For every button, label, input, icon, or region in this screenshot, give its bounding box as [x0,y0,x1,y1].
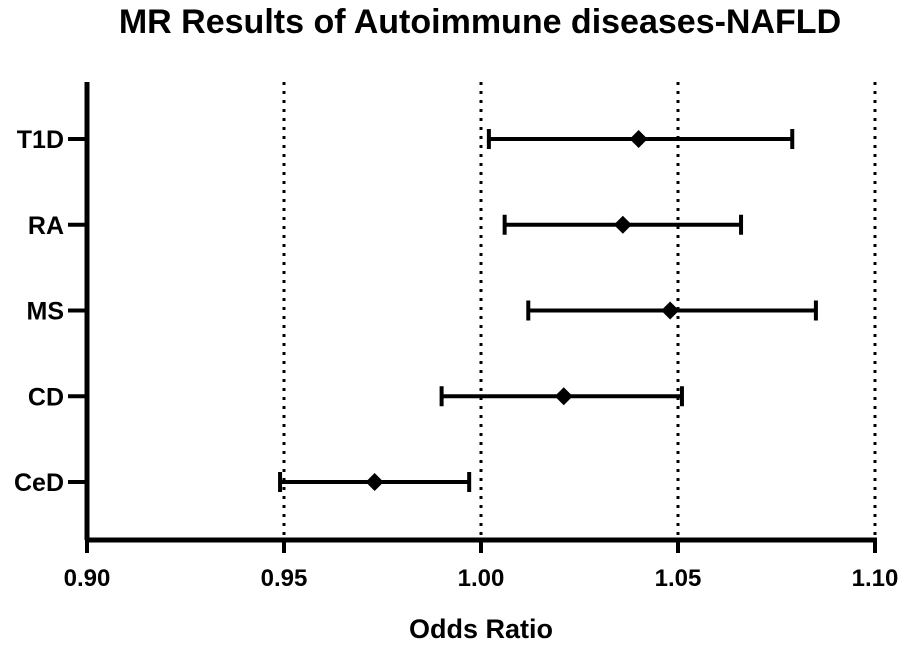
estimate-row [486,129,795,149]
y-category-label: CD [28,383,64,411]
x-tick-label: 1.00 [458,565,505,592]
estimate-row [502,214,744,235]
chart-title: MR Results of Autoimmune diseases-NAFLD [119,3,841,41]
odds-ratio-point [365,473,384,491]
odds-ratio-point [661,301,680,320]
estimate-row [439,386,684,407]
x-tick-label: 0.95 [261,565,308,592]
odds-ratio-point [613,215,632,234]
x-tick-label: 0.90 [64,565,111,592]
x-axis-ticks: 0.90 0.95 1.00 1.05 1.10 [64,540,899,592]
y-category-label: MS [27,298,65,326]
odds-ratio-point [629,130,648,148]
x-axis-title: Odds Ratio [409,614,553,644]
y-category-label: T1D [17,126,64,154]
y-axis-ticks: T1D RA MS CD CeD [14,126,87,497]
estimate-row [278,472,472,492]
x-tick-label: 1.10 [852,565,899,592]
estimates [278,129,818,492]
y-category-label: RA [28,212,64,240]
odds-ratio-point [554,387,573,406]
y-category-label: CeD [14,469,64,497]
x-tick-label: 1.05 [655,565,702,592]
estimate-row [526,300,818,321]
